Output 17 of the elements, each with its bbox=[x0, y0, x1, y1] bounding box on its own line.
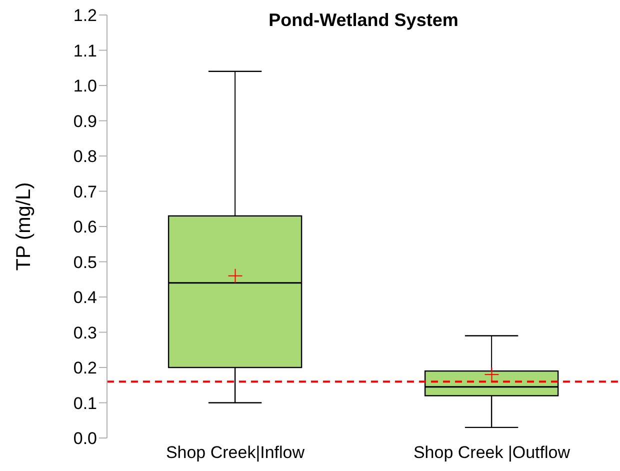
y-tick-label: 0.3 bbox=[73, 323, 97, 342]
y-tick-label: 0.6 bbox=[73, 218, 97, 237]
x-tick-label: Shop Creek|Inflow bbox=[166, 443, 306, 462]
y-tick-label: 0.2 bbox=[73, 358, 97, 378]
x-tick-label: Shop Creek |Outflow bbox=[413, 443, 571, 462]
y-tick-label: 1.0 bbox=[73, 76, 97, 96]
y-tick-label: 1.2 bbox=[73, 6, 97, 26]
y-tick-label: 0.8 bbox=[73, 147, 97, 166]
y-tick-label: 0.0 bbox=[73, 429, 97, 448]
chart-title: Pond-Wetland System bbox=[268, 10, 458, 30]
y-tick-label: 0.5 bbox=[73, 252, 97, 272]
y-tick-label: 0.1 bbox=[73, 394, 97, 413]
y-tick-label: 0.9 bbox=[73, 112, 97, 131]
y-tick-label: 0.4 bbox=[73, 288, 97, 308]
y-tick-label: 1.1 bbox=[73, 41, 97, 60]
y-axis-title: TP (mg/L) bbox=[13, 182, 36, 271]
y-tick-label: 0.7 bbox=[73, 182, 97, 202]
